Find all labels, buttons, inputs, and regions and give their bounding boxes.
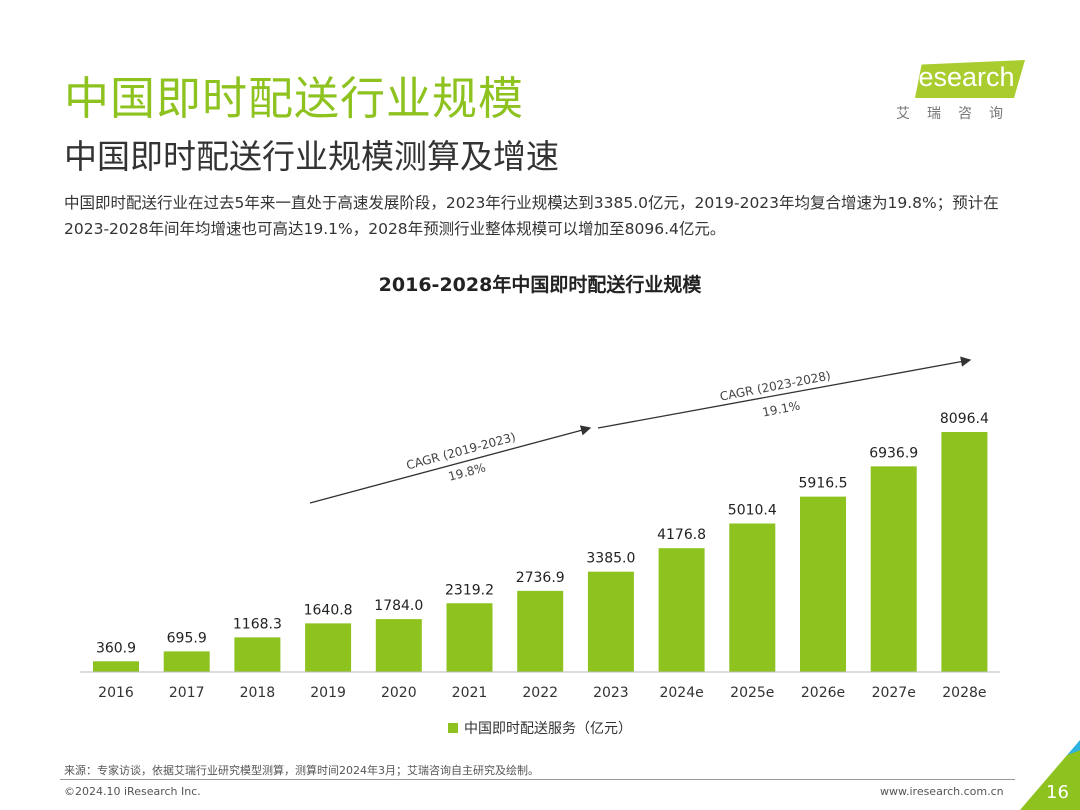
page-title: 中国即时配送行业规模 bbox=[64, 72, 525, 125]
data-label-2018: 1168.3 bbox=[233, 616, 282, 632]
x-tick-2017: 2017 bbox=[169, 685, 205, 701]
data-label-2022: 2736.9 bbox=[516, 570, 565, 586]
bar-2019 bbox=[305, 623, 352, 672]
bar-2017 bbox=[163, 651, 210, 672]
data-label-2021: 2319.2 bbox=[445, 582, 494, 598]
cagr-arrow-2 bbox=[597, 356, 972, 429]
chart-title: 2016-2028年中国即时配送行业规模 bbox=[378, 274, 702, 296]
bar-2026e bbox=[800, 496, 846, 672]
x-tick-2023: 2023 bbox=[593, 685, 629, 701]
page-number: 16 bbox=[1046, 782, 1069, 803]
x-tick-2027e: 2027e bbox=[872, 685, 916, 701]
website-link[interactable]: www.iresearch.com.cn bbox=[880, 785, 1004, 798]
data-label-2026e: 5916.5 bbox=[799, 476, 848, 492]
bar-2021 bbox=[446, 603, 493, 672]
cagr-label-2: CAGR (2023-2028) bbox=[719, 368, 832, 403]
x-tick-2025e: 2025e bbox=[730, 685, 774, 701]
bar-2025e bbox=[729, 523, 776, 672]
bar-2023 bbox=[587, 571, 634, 672]
data-label-2024e: 4176.8 bbox=[657, 527, 706, 543]
data-label-2016: 360.9 bbox=[96, 640, 136, 656]
bar-2020 bbox=[375, 619, 422, 672]
legend-swatch bbox=[448, 723, 458, 733]
logo-band bbox=[915, 60, 1025, 98]
footer-divider bbox=[60, 779, 1015, 780]
bar-2018 bbox=[234, 637, 281, 672]
bar-2022 bbox=[517, 590, 564, 672]
copyright: ©2024.10 iResearch Inc. bbox=[64, 785, 201, 798]
bar-2016 bbox=[93, 661, 139, 672]
data-label-2020: 1784.0 bbox=[374, 598, 423, 614]
description: 中国即时配送行业在过去5年来一直处于高速发展阶段，2023年行业规模达到3385… bbox=[64, 194, 999, 238]
bar-2028e bbox=[941, 432, 988, 672]
data-label-2017: 695.9 bbox=[167, 630, 207, 646]
bar-2024e bbox=[658, 548, 705, 672]
cagr-arrow-1 bbox=[309, 425, 592, 504]
legend: 中国即时配送服务（亿元） bbox=[0, 718, 1080, 738]
page-subtitle: 中国即时配送行业规模测算及增速 bbox=[64, 137, 559, 176]
x-tick-2028e: 2028e bbox=[942, 685, 986, 701]
x-tick-2021: 2021 bbox=[452, 685, 488, 701]
logo: iResearch bbox=[893, 62, 1015, 92]
bar-2027e bbox=[870, 466, 917, 672]
cagr-value-2: 19.1% bbox=[761, 399, 801, 420]
x-tick-2026e: 2026e bbox=[801, 685, 845, 701]
logo-cn: 艾瑞咨询 bbox=[896, 106, 1020, 122]
x-tick-2022: 2022 bbox=[522, 685, 558, 701]
data-label-2025e: 5010.4 bbox=[728, 502, 777, 518]
data-label-2028e: 8096.4 bbox=[940, 411, 989, 427]
cagr-value-1: 19.8% bbox=[447, 460, 487, 483]
legend-label: 中国即时配送服务（亿元） bbox=[464, 721, 632, 737]
data-label-2019: 1640.8 bbox=[304, 602, 353, 618]
data-label-2023: 3385.0 bbox=[586, 551, 635, 567]
x-tick-2020: 2020 bbox=[381, 685, 417, 701]
x-tick-2016: 2016 bbox=[98, 685, 134, 701]
data-label-2027e: 6936.9 bbox=[869, 445, 918, 461]
source-note: 来源：专家访谈，依据艾瑞行业研究模型测算，测算时间2024年3月；艾瑞咨询自主研… bbox=[64, 764, 539, 777]
x-tick-2024e: 2024e bbox=[659, 685, 703, 701]
x-tick-2018: 2018 bbox=[240, 685, 276, 701]
x-tick-2019: 2019 bbox=[310, 685, 346, 701]
